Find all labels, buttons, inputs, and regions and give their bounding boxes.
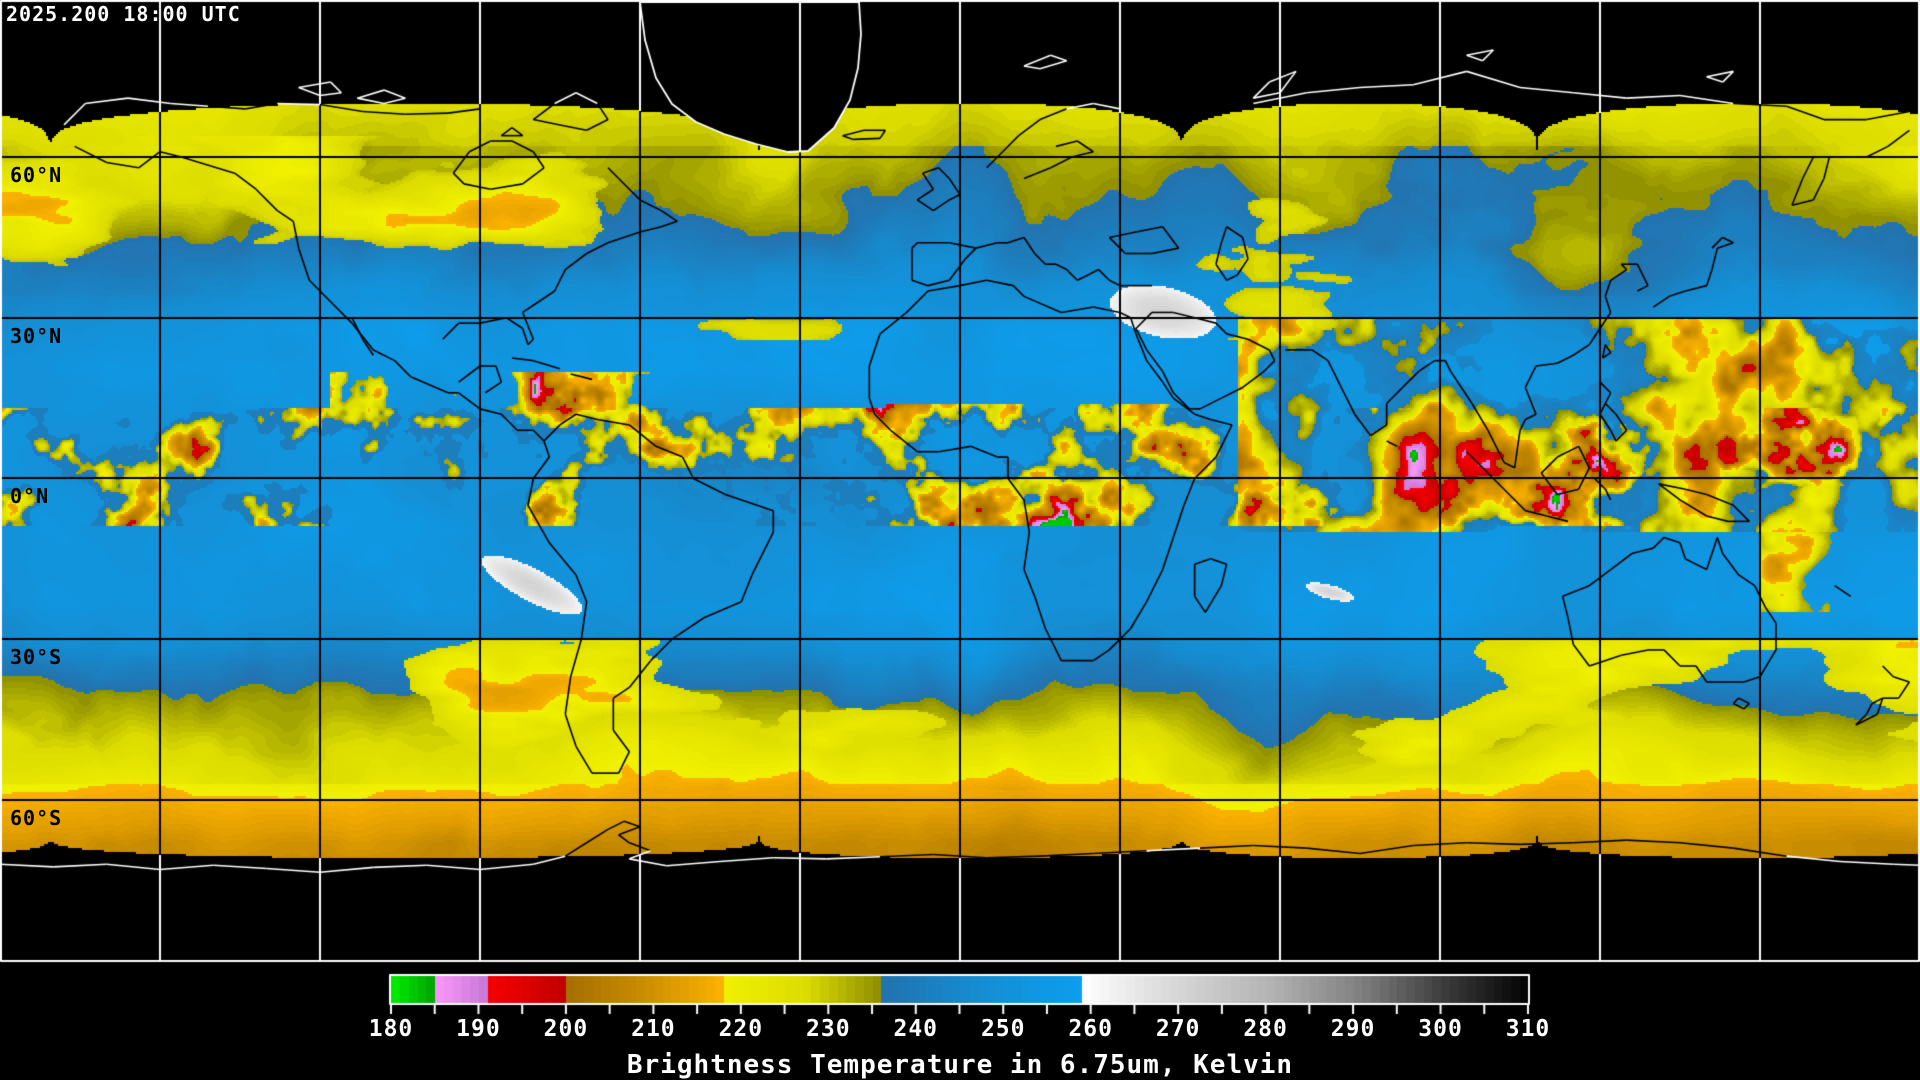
latitude-label: 0°N: [10, 484, 50, 508]
latitude-label: 60°N: [10, 163, 63, 187]
colorbar-tick-label: 220: [718, 1016, 764, 1042]
colorbar-tick-label: 230: [806, 1016, 851, 1042]
colorbar-tick-label: 190: [456, 1016, 501, 1042]
colorbar-tick-label: 260: [1068, 1016, 1113, 1042]
colorbar-tick-label: 250: [980, 1016, 1026, 1042]
colorbar-tick-label: 210: [631, 1016, 676, 1042]
latitude-label: 30°S: [10, 645, 63, 669]
colorbar-caption: Brightness Temperature in 6.75um, Kelvin: [626, 1050, 1294, 1080]
colorbar-tick-label: 180: [368, 1016, 414, 1042]
colorbar-tick-label: 270: [1155, 1016, 1201, 1042]
latitude-label: 60°S: [10, 806, 63, 830]
colorbar-tick-label: 280: [1243, 1016, 1288, 1042]
timestamp-label: 2025.200 18:00 UTC: [6, 2, 241, 26]
colorbar-tick-label: 310: [1505, 1016, 1551, 1042]
colorbar-tick-label: 300: [1418, 1016, 1463, 1042]
latitude-label: 30°N: [10, 324, 63, 348]
colorbar-tick-label: 240: [893, 1016, 939, 1042]
colorbar-tick-label: 200: [543, 1016, 589, 1042]
colorbar-tick-label: 290: [1330, 1016, 1376, 1042]
